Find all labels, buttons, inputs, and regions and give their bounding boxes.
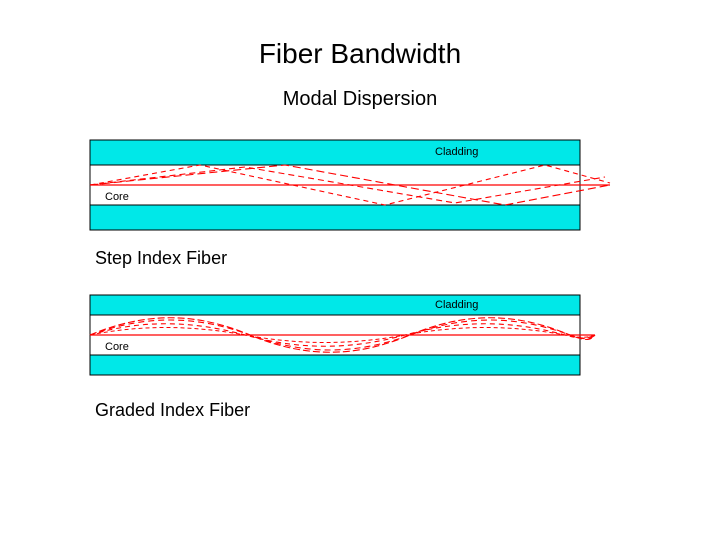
fiber-layer <box>90 355 580 375</box>
fiber-layer <box>90 295 580 315</box>
fiber-label: Cladding <box>435 146 478 158</box>
page-title: Fiber Bandwidth <box>0 38 720 70</box>
step-index-diagram: Cladding Core <box>85 135 615 240</box>
fiber-label: Core <box>105 191 129 203</box>
step-index-caption: Step Index Fiber <box>95 248 227 269</box>
fiber-layer <box>90 205 580 230</box>
page-subtitle: Modal Dispersion <box>0 88 720 111</box>
fiber-label: Core <box>105 341 129 353</box>
fiber-label: Cladding <box>435 299 478 311</box>
graded-index-diagram: Cladding Core <box>85 290 615 390</box>
graded-index-caption: Graded Index Fiber <box>95 400 250 421</box>
fiber-layer <box>90 140 580 165</box>
